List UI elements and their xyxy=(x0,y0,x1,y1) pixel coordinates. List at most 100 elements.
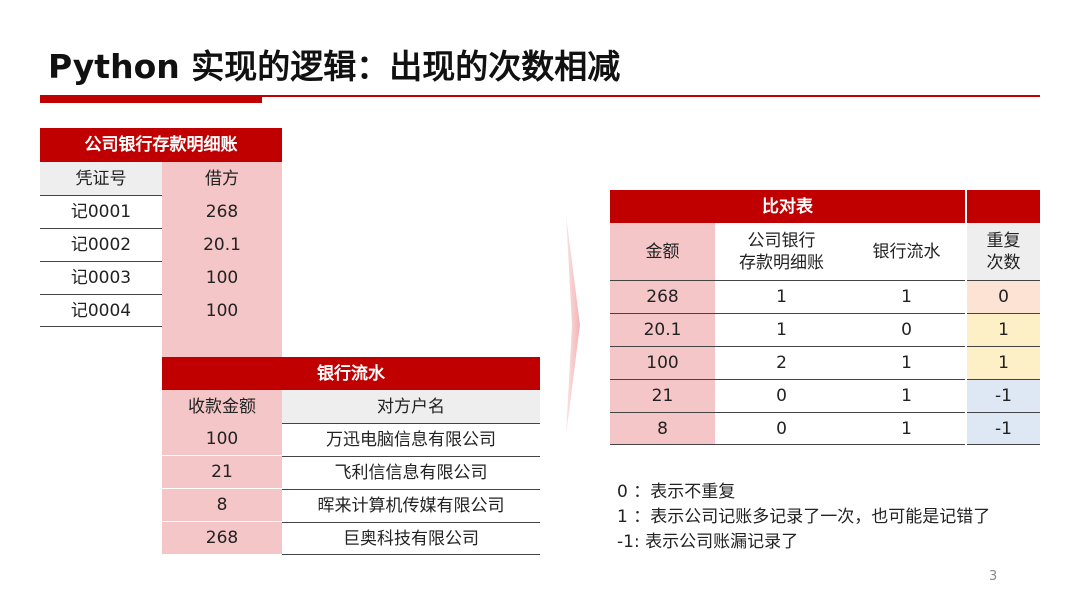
cell: 1 xyxy=(848,280,965,313)
slide-title: Python 实现的逻辑：出现的次数相减 xyxy=(48,47,621,86)
notes: 0 ：表示不重复 1 ：表示公司记账多记录了一次，也可能是记错了 -1: 表示公… xyxy=(617,480,990,555)
cell-text: -1 xyxy=(995,418,1012,439)
cell: 记0003 xyxy=(40,261,162,294)
cell-text: 1 xyxy=(998,320,1009,340)
cell: -1 xyxy=(967,379,1040,412)
cell-text: 银行流水 xyxy=(872,241,941,262)
cell: 21 xyxy=(610,379,715,412)
cell-text: 借方 xyxy=(205,168,239,189)
cell-text: 凭证号 xyxy=(75,168,127,189)
table-header: 银行流水 xyxy=(162,357,540,390)
cell-text: -1 xyxy=(995,386,1012,406)
cell: -1 xyxy=(967,412,1040,445)
cell-text: 0 xyxy=(776,386,787,406)
cell-text: 0 xyxy=(901,320,912,340)
cell-text: 268 xyxy=(646,287,679,307)
cell-text: 巨奥科技有限公司 xyxy=(343,528,479,549)
cell-text: 100 xyxy=(205,300,239,321)
table-header xyxy=(967,190,1040,223)
cell-text: 268 xyxy=(205,201,239,222)
cell-text: 8 xyxy=(657,418,668,439)
cell: 1 xyxy=(848,346,965,379)
cell-text: 记0004 xyxy=(70,300,132,321)
cell-text: 对方户名 xyxy=(377,396,445,417)
cell-text: 重复 xyxy=(986,230,1021,251)
cell: 1 xyxy=(848,379,965,412)
cell: 100 xyxy=(162,294,282,327)
cell-text: 1 xyxy=(901,287,912,307)
cell: 1 xyxy=(715,280,848,313)
cell: 0 xyxy=(715,379,848,412)
cell-text: 万迅电脑信息有限公司 xyxy=(326,430,496,450)
note: 0 ：表示不重复 xyxy=(617,482,736,502)
cell: 1 xyxy=(848,412,965,445)
cell: 20.1 xyxy=(162,228,282,261)
column-header: 借方 xyxy=(162,162,282,195)
cell-text: 1 xyxy=(901,418,912,439)
column-header: 收款金额 xyxy=(162,390,282,423)
cell-text: 100 xyxy=(646,353,679,373)
cell: 100 xyxy=(162,423,282,456)
cell-text: 次数 xyxy=(986,252,1021,273)
connector xyxy=(162,327,282,357)
column-header: 凭证号 xyxy=(40,162,162,195)
cell-text: 20.1 xyxy=(643,320,682,340)
cell-text: 8 xyxy=(216,495,228,515)
cell-text: 20.1 xyxy=(203,234,241,255)
cell-text: 100 xyxy=(205,429,239,449)
cell: 飞利信信息有限公司 xyxy=(282,456,540,489)
cell-text: 飞利信信息有限公司 xyxy=(334,463,488,483)
cell: 100 xyxy=(610,346,715,379)
cell: 记0002 xyxy=(40,228,162,261)
cell: 268 xyxy=(610,280,715,313)
cell: 巨奥科技有限公司 xyxy=(282,522,540,555)
cell: 晖来计算机传媒有限公司 xyxy=(282,489,540,522)
cell: 21 xyxy=(162,456,282,489)
cell-text: 100 xyxy=(205,267,239,288)
cell-text: 1 xyxy=(998,353,1009,373)
cell: 8 xyxy=(162,489,282,522)
cell-text: 收款金额 xyxy=(188,396,256,417)
cell-text: 金额 xyxy=(645,241,680,262)
cell-text: 1 xyxy=(901,386,912,406)
table-header: 比对表 xyxy=(610,190,965,223)
cell-text: 银行流水 xyxy=(317,363,385,384)
cell: 万迅电脑信息有限公司 xyxy=(282,423,540,456)
column-header: 金额 xyxy=(610,223,715,280)
cell-text: 2 xyxy=(776,353,787,373)
arrow-shape xyxy=(566,215,580,435)
cell-text: 0 xyxy=(998,287,1009,307)
cell: 记0004 xyxy=(40,294,162,327)
column-header: 重复 次数 xyxy=(967,223,1040,280)
column-header: 对方户名 xyxy=(282,390,540,423)
cell-text: 公司银行存款明细账 xyxy=(84,135,238,155)
cell: 1 xyxy=(967,313,1040,346)
table-header: 公司银行存款明细账 xyxy=(40,128,282,162)
cell-text: 1 xyxy=(776,287,787,307)
cell-text: 268 xyxy=(205,528,239,548)
cell-text: 晖来计算机传媒有限公司 xyxy=(317,496,505,516)
cell-text: 公司银行 xyxy=(747,230,816,251)
cell: 268 xyxy=(162,522,282,555)
cell-text: 21 xyxy=(651,386,674,406)
column-header: 银行流水 xyxy=(848,223,965,280)
cell: 100 xyxy=(162,261,282,294)
cell: 268 xyxy=(162,195,282,228)
cell-text: 0 xyxy=(776,418,787,439)
column-header: 公司银行 存款明细账 xyxy=(715,223,848,280)
cell: 0 xyxy=(848,313,965,346)
cell-text: 1 xyxy=(776,320,787,340)
arrow xyxy=(566,215,580,435)
cell: 记0001 xyxy=(40,195,162,228)
cell: 2 xyxy=(715,346,848,379)
cell-text: 记0002 xyxy=(70,235,132,255)
cell-text: 21 xyxy=(211,462,233,482)
title-rule xyxy=(40,95,1040,97)
cell-text: 1 xyxy=(901,353,912,373)
cell: 0 xyxy=(967,280,1040,313)
cell-text: 比对表 xyxy=(762,196,813,217)
cell: 8 xyxy=(610,412,715,445)
title-rule-accent xyxy=(40,97,262,103)
cell: 20.1 xyxy=(610,313,715,346)
